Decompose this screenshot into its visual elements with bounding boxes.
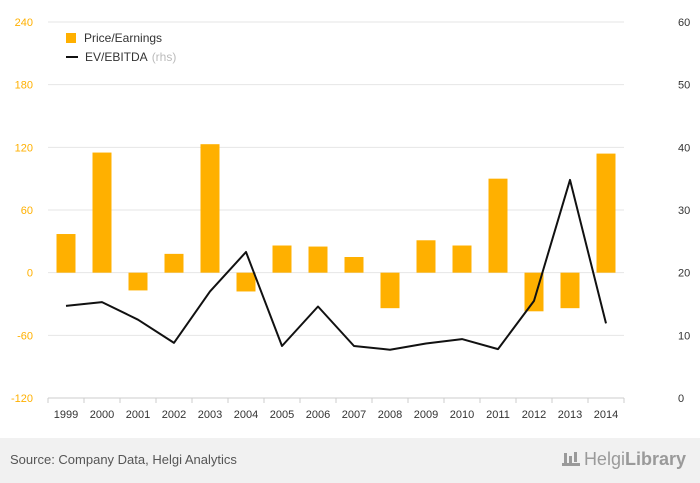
y-axis-right: 0 10 20 30 40 50 60 (678, 17, 690, 405)
library-icon (561, 449, 580, 466)
x-tick-label: 2002 (162, 409, 186, 421)
x-tick-label: 2004 (234, 409, 258, 421)
y-left-tick-label: 60 (21, 205, 33, 217)
pe-bar (200, 144, 220, 273)
helgi-library-logo[interactable]: HelgiLibrary (561, 449, 686, 470)
y-right-tick-label: 10 (678, 330, 690, 342)
legend-item-ev[interactable]: EV/EBITDA (rhs) (66, 47, 176, 66)
legend-swatch-line (66, 55, 78, 58)
source-text: Source: Company Data, Helgi Analytics (10, 452, 237, 467)
x-tick-label: 2007 (342, 409, 366, 421)
x-tick-label: 2005 (270, 409, 294, 421)
y-right-tick-label: 40 (678, 142, 690, 154)
x-tick-label: 2003 (198, 409, 222, 421)
pe-bar (344, 257, 364, 273)
y-right-tick-label: 20 (678, 268, 690, 280)
x-tick-label: 2000 (90, 409, 114, 421)
y-axis-left: -120 -60 0 60 120 180 240 (11, 17, 33, 405)
y-left-tick-label: 0 (27, 268, 33, 280)
x-tick-label: 2001 (126, 409, 150, 421)
ev-ebitda-polyline (65, 178, 607, 351)
y-left-tick-label: 240 (15, 17, 33, 29)
x-tick-label: 2008 (378, 409, 402, 421)
pe-bar (488, 178, 508, 273)
pe-bar (596, 153, 616, 273)
y-left-tick-label: -60 (17, 330, 33, 342)
x-tick-label: 2006 (306, 409, 330, 421)
brand-name-a: Helgi (583, 449, 625, 469)
pe-bar (236, 272, 256, 292)
y-right-tick-label: 0 (678, 393, 684, 405)
legend-item-pe[interactable]: Price/Earnings (66, 28, 176, 47)
ev-ebitda-line (65, 178, 607, 351)
x-tick-label: 2011 (486, 409, 510, 421)
pe-bar (128, 272, 148, 291)
pe-bars (56, 144, 616, 312)
chart: -120 -60 0 60 120 180 240 0 10 20 30 40 50 60 1999 20… (11, 17, 690, 421)
y-left-tick-label: 180 (15, 80, 33, 92)
legend: Price/Earnings EV/EBITDA (rhs) (66, 28, 176, 66)
x-tick-label: 2009 (414, 409, 438, 421)
y-right-tick-label: 50 (678, 80, 690, 92)
pe-bar (308, 246, 328, 273)
y-right-tick-label: 60 (678, 17, 690, 29)
pe-bar (560, 272, 580, 309)
gridlines (47, 21, 625, 403)
x-axis: 1999 2000 2001 2002 2003 2004 2005 2006 2007 2008… (54, 409, 618, 421)
legend-label-ev: EV/EBITDA (85, 49, 148, 64)
pe-bar (164, 253, 184, 273)
legend-swatch-bar (66, 32, 76, 43)
y-left-tick-label: -120 (11, 393, 33, 405)
pe-bar (380, 272, 400, 309)
pe-bar (452, 245, 472, 273)
pe-bar (56, 234, 76, 273)
pe-bar (92, 152, 112, 273)
pe-bar (416, 240, 436, 273)
x-tick-label: 2010 (450, 409, 474, 421)
x-tick-label: 1999 (54, 409, 78, 421)
x-tick-label: 2012 (522, 409, 546, 421)
brand-name-b: Library (624, 449, 686, 469)
footer: Source: Company Data, Helgi Analytics He… (0, 438, 700, 483)
y-left-tick-label: 120 (15, 142, 33, 154)
y-right-tick-label: 30 (678, 205, 690, 217)
legend-label-pe: Price/Earnings (84, 30, 163, 45)
x-tick-label: 2014 (594, 409, 618, 421)
x-tick-label: 2013 (558, 409, 582, 421)
legend-label-rhs: (rhs) (151, 49, 177, 64)
pe-bar (272, 245, 292, 273)
